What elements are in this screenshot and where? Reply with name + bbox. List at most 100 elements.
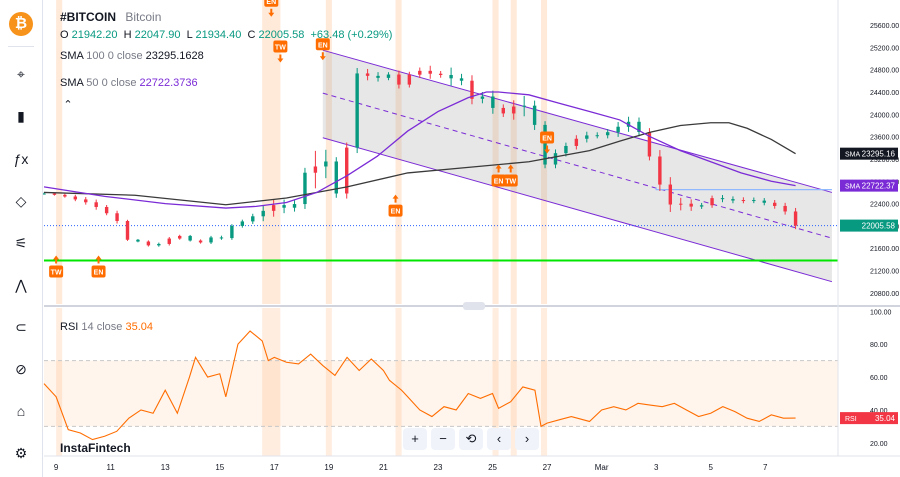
candle-body	[522, 105, 526, 107]
candle-body	[449, 74, 453, 79]
rsi-event-band	[262, 308, 281, 456]
candle-body	[501, 107, 505, 114]
candle-body	[480, 96, 485, 99]
price-tick-label: 24400.00	[870, 90, 899, 97]
open-value: 21942.20	[71, 29, 118, 41]
settings-icon[interactable]: ⚙	[14, 445, 28, 461]
time-tick-label: 5	[708, 463, 713, 472]
time-tick-label: 19	[324, 463, 333, 472]
high-label: H	[123, 29, 132, 41]
price-tick-label: 23600.00	[870, 135, 899, 142]
event-marker-label: EN	[494, 179, 504, 186]
candle-body	[365, 73, 370, 76]
arrow-up-icon	[392, 194, 399, 203]
event-marker: EN	[491, 164, 506, 187]
lock-icon[interactable]: ⌂	[16, 403, 26, 419]
patterns-icon[interactable]: ⚟	[14, 235, 28, 251]
indicators-icon[interactable]: ƒx	[13, 151, 29, 167]
candle-body	[679, 203, 683, 205]
last-price-tag-box	[840, 219, 898, 232]
candle-body	[324, 161, 328, 167]
candle-body	[345, 147, 349, 194]
candle-body	[762, 200, 766, 203]
time-tick-label: 27	[543, 463, 552, 472]
arrow-down-icon	[319, 52, 326, 61]
symbol-header: #BITCOIN Bitcoin	[60, 10, 161, 24]
drawing-tool-icon[interactable]: ◇	[15, 193, 27, 209]
sma100-legend[interactable]: SMA 100 0 close 23295.1628	[60, 50, 204, 62]
arrow-up-icon	[95, 255, 102, 264]
high-value: 22047.90	[134, 29, 181, 41]
price-tick-label: 25200.00	[870, 45, 899, 52]
sma50-legend[interactable]: SMA 50 0 close 22722.3736	[60, 77, 198, 89]
candle-body	[616, 126, 620, 133]
rsi-value: 35.04	[125, 321, 153, 333]
sma100-tag: SMA 23295.16	[840, 147, 898, 160]
event-band	[492, 0, 499, 304]
candle-body	[741, 200, 746, 202]
price-tick-label: 20800.00	[870, 291, 899, 298]
sma50-label: SMA	[60, 77, 84, 89]
zoom-out-button[interactable]: −	[431, 428, 455, 450]
sma100-tag-value: 23295.16	[862, 150, 896, 159]
rsi-params: 14 close	[81, 321, 123, 333]
candle-body	[658, 156, 662, 185]
candle-body	[647, 132, 652, 157]
event-marker: TW	[503, 164, 518, 187]
candle-body	[470, 80, 474, 99]
sma50-tag: SMA 22722.37	[840, 179, 898, 192]
zoom-in-button[interactable]: +	[403, 428, 427, 450]
scroll-right-button[interactable]: ›	[515, 428, 539, 450]
rsi-tag-label: RSI	[845, 416, 857, 423]
rsi-legend[interactable]: RSI 14 close 35.04	[60, 321, 153, 333]
candle-body	[428, 70, 432, 74]
event-marker-label: EN	[391, 209, 401, 216]
open-label: O	[60, 29, 69, 41]
measure-icon[interactable]: ⋀	[15, 277, 27, 293]
collapse-legend-chevron-up-icon[interactable]: ⌃	[63, 99, 73, 111]
time-tick-label: Mar	[595, 463, 609, 472]
magnet-icon[interactable]: ⊂	[15, 319, 27, 335]
event-marker-box	[503, 174, 518, 187]
rsi-event-band	[395, 308, 402, 456]
time-tick-label: 25	[488, 463, 497, 472]
candle-body	[532, 105, 537, 125]
candle-body	[136, 239, 140, 242]
time-tick-label: 13	[161, 463, 170, 472]
scroll-left-button[interactable]: ‹	[487, 428, 511, 450]
left-toolbar: ₿ ⌖ ▮ ƒx ◇ ⚟ ⋀ ⊂ ⊘ ⌂ ⚙	[0, 0, 43, 477]
time-tick-label: 23	[434, 463, 443, 472]
candle-body	[313, 166, 318, 173]
time-tick-label: 17	[270, 463, 279, 472]
price-tick-label: 24800.00	[870, 68, 899, 75]
candle-body	[376, 75, 380, 78]
crosshair-icon[interactable]: ⌖	[17, 66, 25, 82]
candle-body	[125, 220, 130, 240]
event-marker-box	[540, 131, 555, 144]
arrow-up-icon	[53, 255, 60, 264]
price-tick-label: 21200.00	[870, 269, 899, 276]
price-tick-label: 25600.00	[870, 23, 899, 30]
event-marker: TW	[273, 40, 288, 63]
rsi-label: RSI	[60, 321, 79, 333]
event-marker-box	[49, 265, 64, 278]
sma100-value: 23295.1628	[145, 50, 204, 62]
rsi-tick-label: 20.00	[870, 441, 888, 448]
time-tick-label: 3	[654, 463, 659, 472]
candle-body	[386, 74, 391, 78]
event-marker-box	[91, 265, 106, 278]
candle-body	[793, 211, 798, 226]
reset-chart-button[interactable]: ⟲	[459, 428, 483, 450]
hide-drawings-icon[interactable]: ⊘	[15, 361, 27, 377]
candle-body	[689, 203, 693, 207]
rsi-tick-label: 40.00	[870, 408, 888, 415]
event-marker-label: EN	[542, 135, 552, 142]
candle-body	[334, 161, 338, 194]
event-marker: EN	[315, 38, 330, 61]
chart-navigation: + − ⟲ ‹ ›	[403, 428, 539, 450]
sma50-line	[43, 91, 796, 209]
candles-icon[interactable]: ▮	[17, 108, 25, 124]
price-tick-label: 23200.00	[870, 157, 899, 164]
event-marker: EN	[91, 255, 106, 278]
